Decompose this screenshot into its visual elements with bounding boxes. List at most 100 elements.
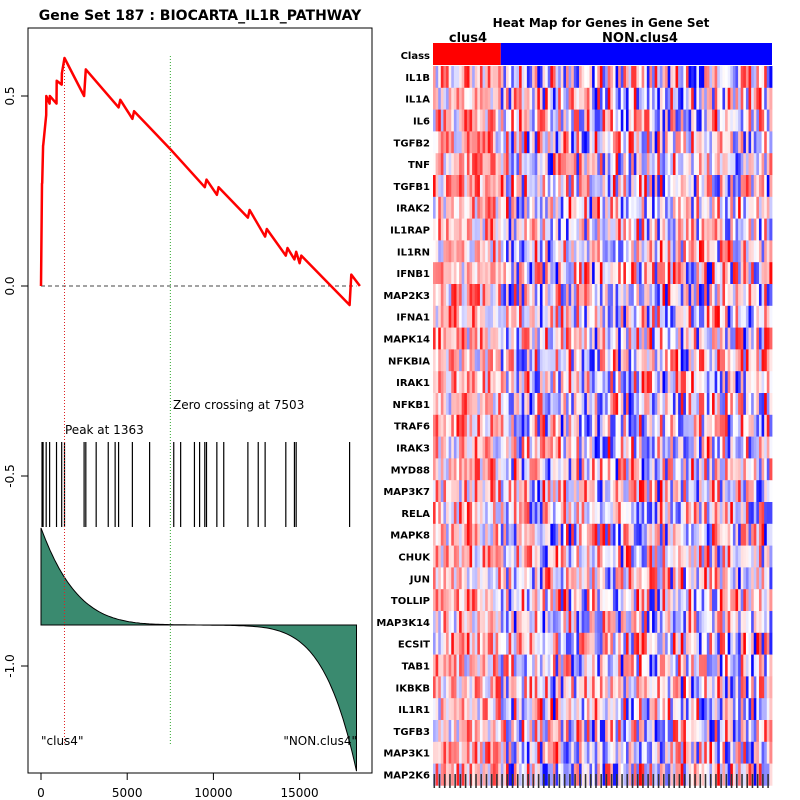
heatmap-cell — [537, 480, 541, 503]
heatmap-cell — [659, 393, 663, 416]
heatmap-cell — [766, 131, 770, 154]
heatmap-cell — [469, 414, 473, 437]
heatmap-cell — [625, 458, 629, 481]
heatmap-cell — [485, 218, 489, 241]
heatmap-cell — [438, 305, 442, 328]
heatmap-cell — [743, 567, 747, 590]
heatmap-cell — [607, 458, 611, 481]
sample-label — [657, 774, 660, 788]
heatmap-cell — [683, 218, 687, 241]
heatmap-cell — [657, 66, 661, 89]
heatmap-cell — [599, 698, 603, 721]
heatmap-cell — [508, 218, 512, 241]
enrichment-axes: 0 5000 10000 15000 0.50.0-0.5-1.0 — [3, 86, 319, 800]
heatmap-cell — [725, 480, 729, 503]
heatmap-cell — [620, 153, 624, 176]
heatmap-cell — [764, 414, 768, 437]
heatmap-cell — [665, 87, 669, 110]
heatmap-cell — [506, 87, 510, 110]
heatmap-cell — [743, 87, 747, 110]
heatmap-cell — [605, 545, 609, 568]
heatmap-cell — [704, 632, 708, 655]
heatmap-cell — [605, 654, 609, 677]
heatmap-cell — [443, 414, 447, 437]
heatmap-cell — [545, 393, 549, 416]
heatmap-cell — [448, 218, 452, 241]
heatmap-cell — [498, 240, 502, 263]
heatmap-cell — [448, 611, 452, 634]
heatmap-cell — [657, 480, 661, 503]
heatmap-cell — [492, 763, 496, 786]
heatmap-cell — [469, 87, 473, 110]
heatmap-cell — [610, 414, 614, 437]
heatmap-cell — [477, 480, 481, 503]
heatmap-cell — [623, 262, 627, 285]
heatmap-cell — [466, 502, 470, 525]
heatmap-cell — [589, 523, 593, 546]
heatmap-cell — [654, 502, 658, 525]
heatmap-cell — [552, 741, 556, 764]
heatmap-cell — [633, 175, 637, 198]
heatmap-cell — [706, 131, 710, 154]
heatmap-cell — [498, 196, 502, 219]
heatmap-cell — [586, 480, 590, 503]
heatmap-cell — [628, 109, 632, 132]
heatmap-cell — [722, 109, 726, 132]
heatmap-cell — [440, 393, 444, 416]
heatmap-cell — [474, 153, 478, 176]
heatmap-cell — [552, 305, 556, 328]
heatmap-cell — [649, 284, 653, 307]
heatmap-cell — [511, 698, 515, 721]
heatmap-cell — [542, 87, 546, 110]
heatmap-cell — [615, 545, 619, 568]
heatmap-cell — [597, 153, 601, 176]
heatmap-cell — [560, 611, 564, 634]
heatmap-cell — [766, 567, 770, 590]
heatmap-cell — [529, 218, 533, 241]
heatmap-cell — [550, 567, 554, 590]
heatmap-cell — [466, 371, 470, 394]
heatmap-cell — [717, 567, 721, 590]
heatmap-cell — [623, 66, 627, 89]
heatmap-cell — [667, 87, 671, 110]
heatmap-cell — [704, 720, 708, 743]
heatmap-cell — [738, 589, 742, 612]
heatmap-cell — [526, 720, 530, 743]
heatmap-cell — [466, 175, 470, 198]
heatmap-cell — [633, 458, 637, 481]
heatmap-cell — [725, 196, 729, 219]
heatmap-cell — [735, 589, 739, 612]
heatmap-cell — [628, 458, 632, 481]
gene-label-irak2: IRAK2 — [396, 204, 430, 215]
heatmap-cell — [615, 654, 619, 677]
heatmap-cell — [675, 414, 679, 437]
heatmap-cell — [620, 284, 624, 307]
heatmap-cell — [592, 763, 596, 786]
heatmap-cell — [592, 393, 596, 416]
heatmap-cell — [764, 589, 768, 612]
heatmap-cell — [717, 305, 721, 328]
heatmap-cell — [599, 327, 603, 350]
heatmap-cell — [704, 305, 708, 328]
heatmap-cell — [610, 284, 614, 307]
heatmap-cell — [456, 153, 460, 176]
sample-label — [741, 774, 743, 788]
heatmap-cell — [477, 654, 481, 677]
heatmap-cell — [644, 240, 648, 263]
heatmap-cell — [706, 349, 710, 372]
heatmap-cell — [649, 240, 653, 263]
heatmap-cell — [641, 502, 645, 525]
heatmap-cell — [706, 109, 710, 132]
heatmap-cell — [597, 741, 601, 764]
heatmap-cell — [657, 218, 661, 241]
heatmap-cell — [745, 523, 749, 546]
heatmap-cell — [537, 240, 541, 263]
heatmap-cell — [623, 720, 627, 743]
heatmap-cell — [459, 741, 463, 764]
heatmap-cell — [537, 327, 541, 350]
heatmap-cell — [524, 240, 528, 263]
heatmap-cell — [605, 87, 609, 110]
heatmap-cell — [709, 327, 713, 350]
heatmap-cell — [555, 175, 559, 198]
heatmap-cell — [513, 87, 517, 110]
